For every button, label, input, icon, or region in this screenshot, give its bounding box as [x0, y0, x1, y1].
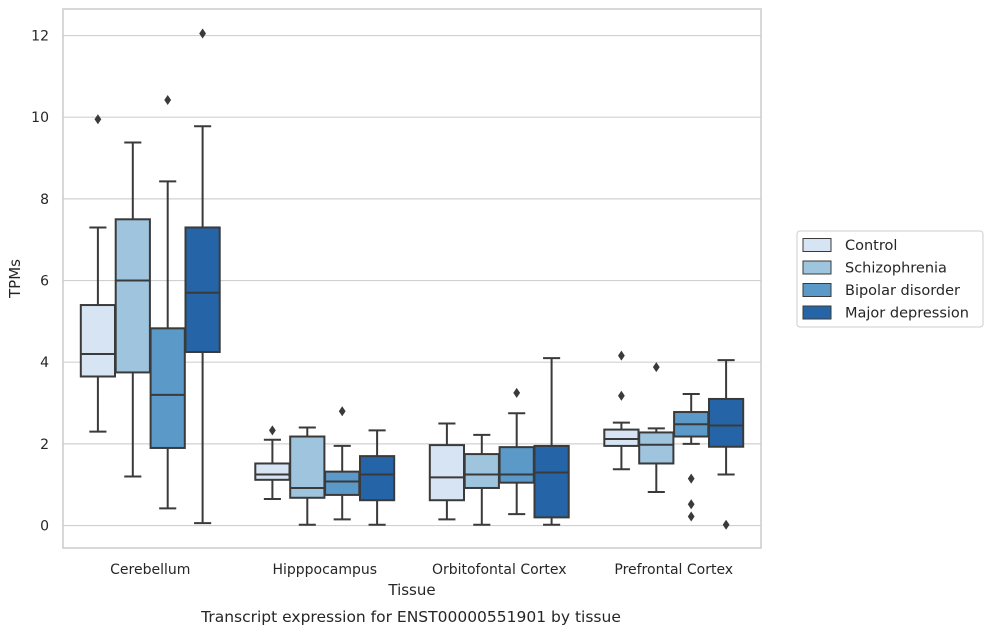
box-iqr [324, 470, 361, 496]
box-iqr [149, 327, 186, 449]
box-0-2 [149, 95, 186, 510]
box-iqr [707, 397, 745, 448]
x-tick-labels: Cerebellum Hipppocampus Orbitofontal Corte… [110, 562, 733, 578]
outlier-point [513, 387, 521, 398]
y-tick-label: 6 [40, 274, 49, 290]
legend-swatch [802, 305, 832, 320]
outlier-point [199, 28, 206, 39]
box-0-3 [184, 28, 221, 525]
outlier-point [687, 473, 695, 484]
legend-label: Bipolar disorder [845, 283, 960, 299]
box-1-1 [289, 426, 326, 526]
y-tick-label: 10 [31, 110, 49, 126]
box-0-1 [114, 141, 151, 478]
plot-frame [62, 8, 762, 549]
legend-frame [796, 230, 984, 328]
box-3-3 [707, 359, 745, 530]
y-tick-label: 4 [40, 355, 49, 371]
box-1-2 [324, 406, 361, 521]
outlier-point [618, 390, 625, 401]
legend-label: Control [845, 238, 897, 254]
y-tick-labels: 0 2 4 6 8 10 12 [31, 29, 49, 535]
y-tick-label: 12 [31, 29, 49, 45]
box-2-1 [463, 433, 500, 526]
y-tick-label: 0 [40, 519, 49, 535]
outlier-point [652, 362, 660, 373]
boxes [79, 28, 745, 530]
legend-label: Schizophrenia [845, 261, 947, 277]
legend-label: Major depression [845, 306, 969, 322]
box-iqr [533, 444, 570, 519]
legend: Control Schizophrenia Bipolar disorder Majo… [796, 230, 984, 328]
x-tick-label: Orbitofontal Cortex [432, 562, 567, 578]
box-2-2 [498, 387, 535, 516]
legend-swatch [802, 260, 832, 275]
outlier-point [687, 499, 695, 510]
box-2-3 [533, 357, 570, 526]
box-3-0 [603, 350, 640, 471]
box-1-3 [358, 429, 396, 526]
outlier-point [722, 519, 730, 530]
x-tick-label: Prefrontal Cortex [614, 562, 733, 578]
outlier-point [338, 406, 346, 417]
x-axis-label: Tissue [387, 581, 435, 599]
box-3-2 [673, 393, 710, 522]
box-iqr [114, 218, 151, 374]
box-iqr [79, 304, 117, 378]
box-1-0 [254, 425, 291, 500]
box-iqr [638, 431, 675, 465]
legend-swatch [802, 283, 832, 297]
outlier-point [94, 114, 102, 125]
chart-caption: Transcript expression for ENST0000055190… [200, 608, 621, 626]
box-iqr [428, 444, 466, 502]
box-3-1 [638, 362, 675, 494]
box-iqr [603, 428, 640, 447]
box-iqr [254, 462, 291, 481]
box-2-0 [428, 422, 466, 521]
y-axis-label: TPMs [6, 259, 24, 299]
box-iqr [358, 455, 396, 502]
box-iqr [463, 453, 500, 489]
outlier-point [618, 350, 625, 361]
box-iqr [184, 226, 221, 353]
box-iqr [498, 446, 535, 484]
legend-swatch [802, 238, 832, 252]
outlier-point [269, 425, 276, 436]
box-0-0 [79, 114, 117, 433]
outlier-point [164, 95, 172, 106]
outlier-point [687, 511, 695, 522]
x-tick-label: Cerebellum [110, 562, 190, 578]
y-tick-label: 2 [40, 437, 49, 453]
x-tick-label: Hipppocampus [272, 562, 377, 578]
y-tick-label: 8 [40, 192, 49, 208]
